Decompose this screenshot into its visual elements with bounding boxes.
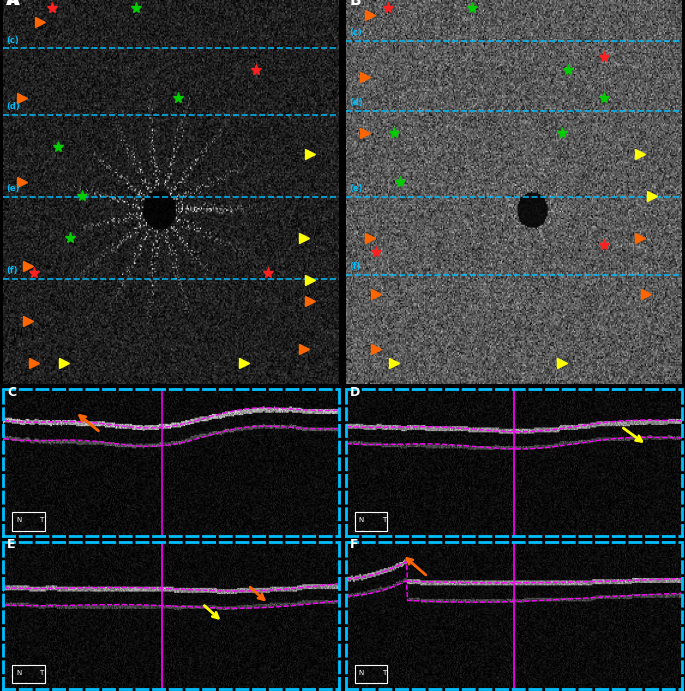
Text: T: T — [40, 517, 44, 523]
Text: F: F — [349, 538, 358, 551]
Text: N: N — [16, 670, 21, 676]
Text: T: T — [382, 670, 386, 676]
Text: N: N — [16, 517, 21, 523]
Text: (c): (c) — [349, 28, 362, 37]
Text: (d): (d) — [6, 102, 20, 111]
Text: T: T — [40, 670, 44, 676]
Text: T: T — [382, 517, 386, 523]
Text: D: D — [349, 386, 360, 399]
Text: (d): (d) — [349, 98, 362, 107]
Text: E: E — [7, 538, 16, 551]
Text: B: B — [350, 0, 362, 8]
Text: (f): (f) — [6, 266, 18, 275]
Text: (c): (c) — [6, 36, 19, 45]
Text: A: A — [8, 0, 19, 8]
Text: N: N — [359, 517, 364, 523]
Text: (e): (e) — [6, 184, 20, 193]
Text: (e): (e) — [349, 184, 362, 193]
Text: C: C — [7, 386, 16, 399]
Text: N: N — [359, 670, 364, 676]
Text: A: A — [6, 0, 18, 8]
Text: (f): (f) — [349, 263, 360, 272]
